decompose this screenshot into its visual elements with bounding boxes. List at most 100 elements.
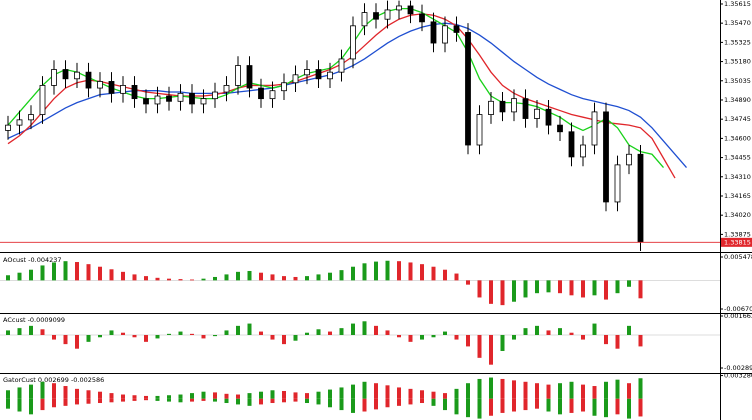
candle-body [361,12,368,27]
candle-body [327,71,333,80]
histogram-bar [569,280,574,296]
gator-bar [523,398,528,411]
candle-body [166,95,172,102]
y-tick-label: 1.35180 [724,58,751,66]
candle-body [16,119,23,126]
histogram-bar [17,272,22,281]
candle-body [154,95,161,105]
gator-bar [144,395,148,399]
histogram-bar [259,331,263,335]
candle-body [200,98,207,105]
gator-bar [316,391,321,399]
histogram-bar [546,330,551,335]
histogram-bar [213,276,217,281]
gator-bar [420,390,424,399]
histogram-bar [592,323,597,335]
histogram-bar [431,334,436,338]
histogram-bar [374,325,378,335]
gator-bar [362,398,367,412]
histogram-bar [144,334,148,342]
gator-bar [75,388,79,399]
gator-bar [592,386,597,399]
gator-bar [408,388,413,399]
candle-body [557,124,563,133]
histogram-bar [167,278,171,281]
histogram-bar [512,334,516,340]
histogram-bar [86,334,91,342]
gator-bar [259,398,263,405]
candle-body [51,69,57,86]
candle-body [580,144,586,158]
gator-bar [6,390,10,399]
candle-body [246,65,253,89]
candle-body [396,5,402,11]
gator-bar [615,379,620,399]
histogram-bar [454,273,459,281]
gator-bar [489,398,493,416]
histogram-bar [132,334,137,338]
y-tick-label: 1.34310 [724,173,751,181]
histogram-bar [592,280,597,296]
histogram-bar [236,271,240,281]
y-tick-label: 1.33875 [724,230,751,238]
histogram-bar [98,266,102,281]
candle-body [281,82,287,92]
histogram-bar [627,325,631,335]
gator-bar [500,398,505,413]
gator-bar [40,381,45,399]
gator-bar [132,395,137,399]
candle-body [258,87,264,100]
gator-bar [454,388,459,399]
histogram-bar [523,280,528,298]
gator-bar [121,394,125,399]
candle-body [373,12,379,20]
histogram-bar [305,276,309,281]
histogram-bar [420,264,424,281]
candle-body [626,153,632,166]
candle-body [407,5,414,15]
histogram-bar [29,325,33,335]
histogram-bar [132,274,137,281]
histogram-bar [247,323,252,335]
histogram-bar [397,334,401,338]
histogram-bar [374,261,378,281]
candle-body [269,90,276,100]
gator-bar [52,383,56,399]
histogram-bar [52,262,56,281]
candle-body [637,153,644,243]
candle-body [5,124,11,131]
histogram-bar [155,277,160,281]
histogram-bar [328,331,332,335]
candle-body [430,21,437,44]
gator-bar [17,387,22,399]
histogram-bar [362,263,367,281]
gator-bar [224,393,229,399]
gator-bar [247,393,252,399]
histogram-bar [190,333,194,335]
gator-bar [339,398,344,411]
gator-bar [328,389,332,399]
gator-bar [431,391,436,399]
gator-bar [466,398,470,418]
gator-bar [17,398,22,412]
candle-body [212,91,218,100]
gator-bar [236,398,240,405]
gator-bar [178,394,183,399]
histogram-bar [443,269,447,281]
candle-body [62,69,69,80]
histogram-bar [454,334,459,340]
gator-bar [109,398,114,403]
candle-body [522,98,529,119]
gator-bar [581,384,585,399]
gator-bar [454,398,459,415]
candle-body [108,81,115,94]
gator-bar [638,398,643,417]
y-tick-label: 1.34600 [724,134,751,142]
gator-bar [224,398,229,404]
gator-bar [546,398,551,412]
gator-bar [592,398,597,416]
gator-bar [155,398,160,401]
candle-body [292,74,299,84]
histogram-bar [63,334,68,345]
